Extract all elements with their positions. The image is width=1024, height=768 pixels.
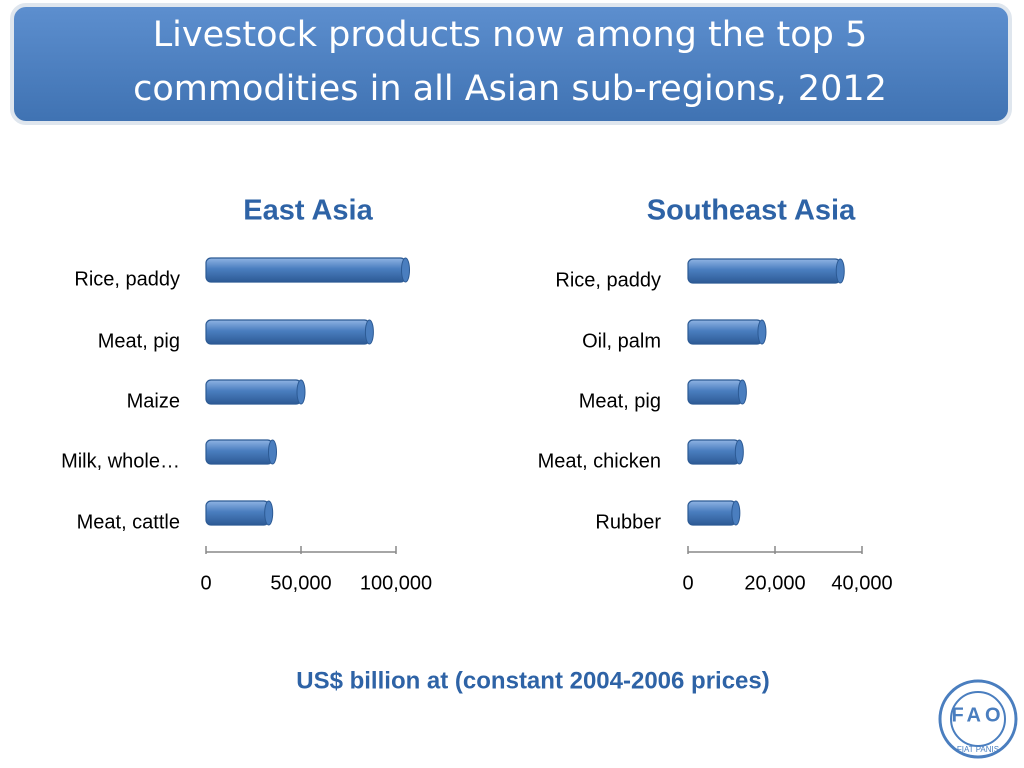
x-tick-label: 20,000 — [744, 572, 805, 594]
fao-logo: FAO FIAT PANIS — [938, 679, 1018, 759]
bar-cap — [734, 439, 744, 465]
x-tick-label: 0 — [682, 572, 693, 594]
bar — [205, 379, 302, 405]
slide-title-line-2: commodities in all Asian sub-regions, 20… — [133, 69, 887, 109]
x-tick-label: 100,000 — [360, 572, 432, 594]
x-tick-label: 40,000 — [831, 572, 892, 594]
bar-cap — [264, 500, 274, 526]
category-label: Meat, chicken — [538, 450, 661, 472]
bar — [687, 379, 743, 405]
category-label: Rubber — [595, 511, 661, 533]
slide-title-line-1: Livestock products now among the top 5 — [153, 15, 868, 55]
logo-motto: FIAT PANIS — [957, 745, 999, 754]
bar — [205, 439, 274, 465]
category-label: Milk, whole… — [61, 450, 180, 472]
chart-title: East Asia — [243, 195, 373, 227]
bar — [687, 319, 763, 345]
x-tick-label: 0 — [200, 572, 211, 594]
chart-title: Southeast Asia — [647, 195, 856, 227]
bar — [205, 319, 370, 345]
bar — [687, 439, 740, 465]
x-tick-label: 50,000 — [270, 572, 331, 594]
bar-cap — [401, 257, 410, 283]
category-label: Meat, pig — [98, 330, 180, 352]
title-banner — [10, 3, 1012, 125]
bar-cap — [757, 319, 767, 345]
logo-letters: FAO — [951, 704, 1004, 726]
bar — [687, 500, 737, 526]
bar — [687, 258, 841, 284]
category-label: Rice, paddy — [555, 269, 661, 291]
category-label: Rice, paddy — [74, 268, 180, 290]
bar-cap — [731, 500, 741, 526]
category-label: Meat, cattle — [77, 511, 180, 533]
footnote: US$ billion at (constant 2004-2006 price… — [296, 667, 770, 694]
bar-cap — [364, 319, 374, 345]
bar-cap — [737, 379, 747, 405]
bar — [205, 500, 270, 526]
bar — [205, 257, 407, 283]
bar-cap — [296, 379, 306, 405]
category-label: Maize — [127, 390, 180, 412]
bar-cap — [268, 439, 277, 465]
category-label: Meat, pig — [579, 390, 661, 412]
bar-cap — [835, 258, 845, 284]
category-label: Oil, palm — [582, 330, 661, 352]
